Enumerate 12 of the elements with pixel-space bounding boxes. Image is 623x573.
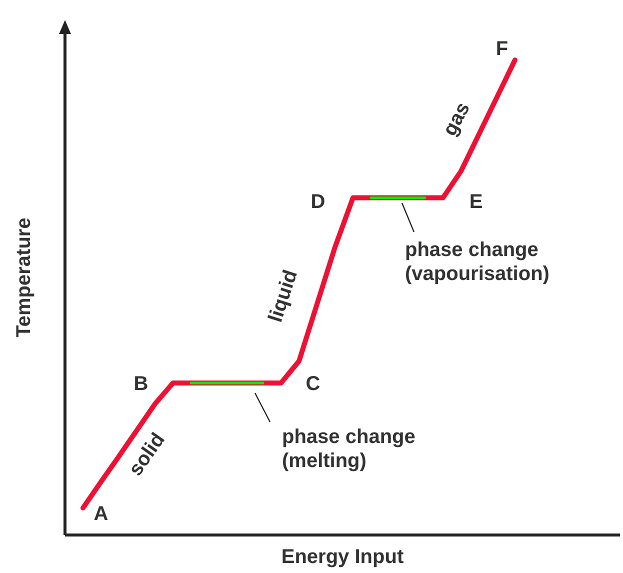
annotation: D — [310, 191, 326, 213]
annotation: F — [496, 38, 508, 60]
annotation: B — [134, 373, 148, 395]
annotation: C — [306, 373, 320, 395]
annotation: gas — [438, 98, 475, 140]
annotation: E — [469, 191, 483, 213]
annotation: phase change (vapourisation) — [405, 239, 550, 285]
y-axis-title: Temperature — [13, 218, 35, 338]
annotation: liquid — [264, 267, 302, 325]
annotation: phase change (melting) — [282, 426, 416, 472]
annotation: A — [94, 503, 108, 525]
x-axis-title: Energy Input — [281, 546, 404, 568]
